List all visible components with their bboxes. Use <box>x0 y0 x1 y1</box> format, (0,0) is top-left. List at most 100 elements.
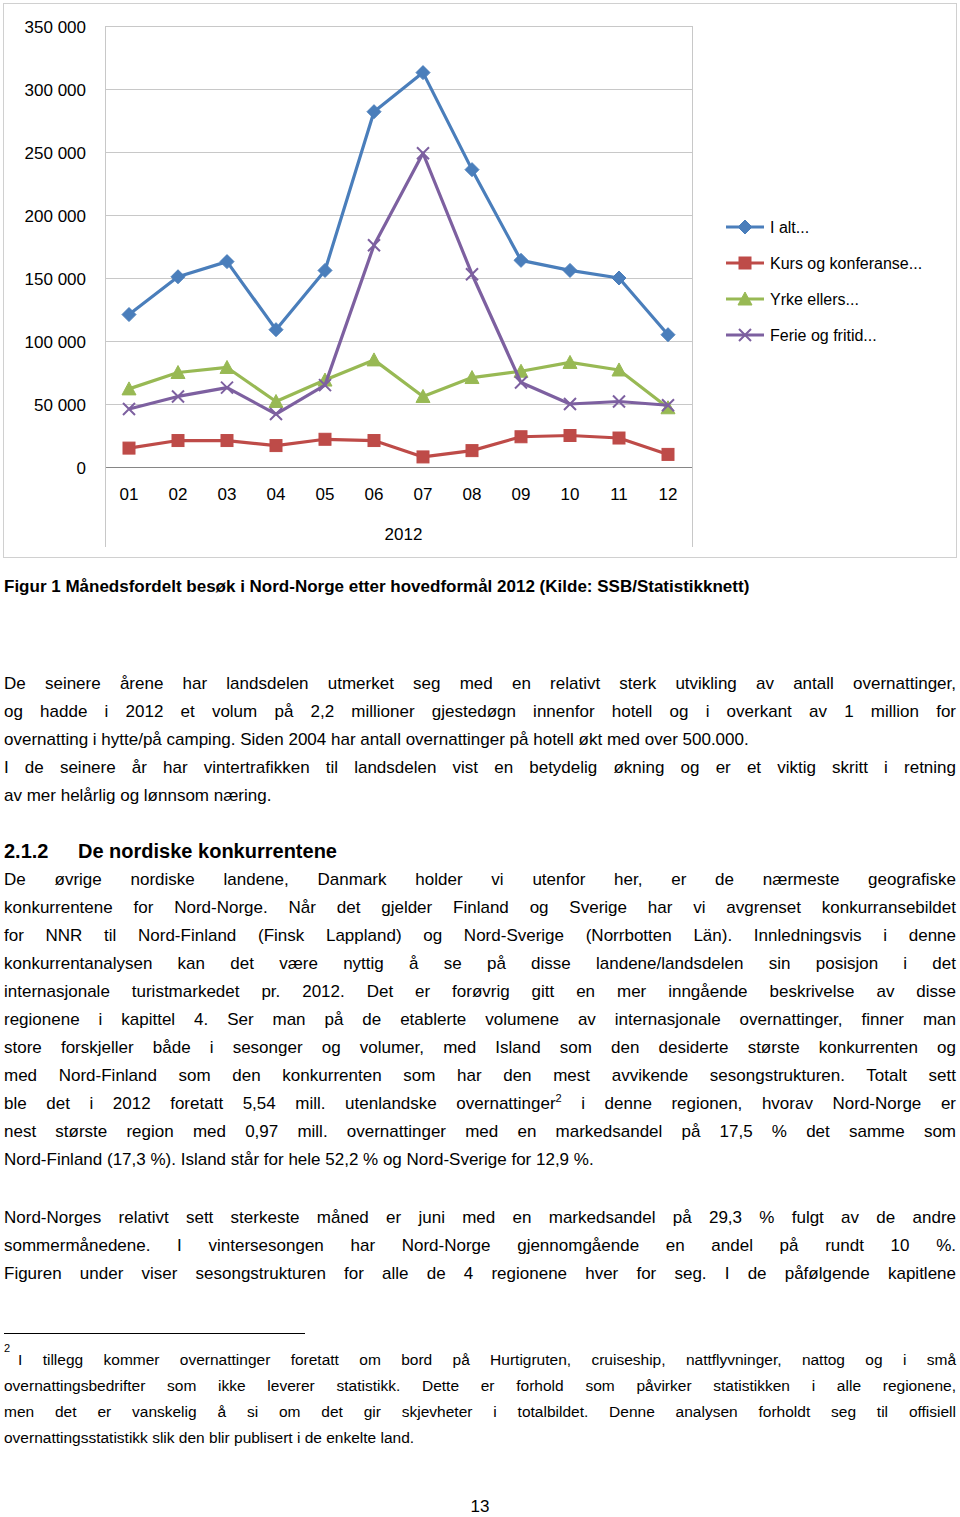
legend-label: Yrke ellers... <box>770 291 859 308</box>
point <box>564 398 576 410</box>
point <box>172 390 184 402</box>
point <box>368 435 380 447</box>
plot-area <box>122 66 675 463</box>
point <box>613 395 625 407</box>
point <box>465 371 479 384</box>
y-tick-label: 100 000 <box>25 333 86 352</box>
text-line: nest største region med 0,97 mill. overn… <box>4 1118 956 1146</box>
point <box>515 377 527 389</box>
grid-line <box>105 278 692 279</box>
chart: 050 000100 000150 000200 000250 000300 0… <box>0 0 960 562</box>
text-line: for NNR til Nord-Finland (Finsk Lappland… <box>4 922 956 950</box>
point <box>613 432 625 444</box>
legend-marker <box>739 329 751 341</box>
point <box>416 389 430 402</box>
x-tick-label: 01 <box>120 485 139 504</box>
grid-line <box>105 89 692 90</box>
text-line: sommermånedene. I vintersesongen har Nor… <box>4 1232 956 1260</box>
y-tick-label: 300 000 <box>25 81 86 100</box>
x-axis-label: 2012 <box>385 525 423 544</box>
text-line: ble det i 2012 foretatt 5,54 mill. utenl… <box>4 1090 956 1118</box>
point <box>269 323 283 337</box>
point <box>417 451 429 463</box>
point <box>564 430 576 442</box>
point <box>171 366 185 379</box>
legend: I alt...Kurs og konferanse...Yrke ellers… <box>726 219 922 344</box>
point <box>319 433 331 445</box>
point <box>221 435 233 447</box>
point <box>220 360 234 373</box>
footnote-line: I tillegg kommer overnattinger foretatt … <box>18 1347 956 1373</box>
text-line: store forskjeller både i sesonger og vol… <box>4 1034 956 1062</box>
line <box>129 436 668 457</box>
footnote-line: overnattingsbedrifter som ikke leverer s… <box>4 1373 956 1399</box>
point <box>514 253 528 267</box>
point <box>465 163 479 177</box>
point <box>367 353 381 366</box>
point <box>416 66 430 80</box>
y-tick-label: 200 000 <box>25 207 86 226</box>
text-line: konkurrentene for Nord-Norge. Når det gj… <box>4 894 956 922</box>
point <box>661 401 675 414</box>
point <box>172 435 184 447</box>
legend-label: I alt... <box>770 219 809 236</box>
text-line: internasjonale turistmarkedet pr. 2012. … <box>4 978 956 1006</box>
x-tick-label: 10 <box>561 485 580 504</box>
point <box>122 382 136 395</box>
point <box>221 382 233 394</box>
footnote-mark: 2 <box>4 1341 10 1355</box>
point <box>269 394 283 407</box>
point <box>563 355 577 368</box>
point <box>563 263 577 277</box>
y-tick-label: 50 000 <box>34 396 86 415</box>
series <box>123 430 674 463</box>
footnote-line: men det er vanskelig å si om det gir skj… <box>4 1399 956 1425</box>
legend-marker <box>739 257 751 269</box>
text-line: av mer helårlig og lønnsom næring. <box>4 782 956 810</box>
text-segment: ble det i 2012 foretatt 5,54 mill. utenl… <box>4 1094 556 1113</box>
footnote-line: overnattingsstatistikk slik den blir pub… <box>4 1425 956 1451</box>
x-tick-label: 09 <box>512 485 531 504</box>
point <box>661 328 675 342</box>
footnote-rule <box>4 1333 305 1334</box>
axis-line <box>692 26 693 547</box>
series <box>123 147 674 420</box>
point <box>466 268 478 280</box>
y-tick-label: 150 000 <box>25 270 86 289</box>
text-line: Nord-Norges relativt sett sterkeste måne… <box>4 1204 956 1232</box>
text-line: De øvrige nordiske landene, Danmark hold… <box>4 866 956 894</box>
x-tick-label: 02 <box>169 485 188 504</box>
point <box>318 263 332 277</box>
line <box>129 153 668 414</box>
grid-line <box>105 26 692 27</box>
point <box>319 379 331 391</box>
page-number: 13 <box>0 1494 960 1517</box>
heading-title: De nordiske konkurrentene <box>78 837 337 865</box>
line <box>129 360 668 408</box>
series <box>122 66 675 342</box>
x-tick-label: 11 <box>610 485 628 504</box>
y-tick-label: 250 000 <box>25 144 86 163</box>
legend-marker <box>738 292 752 305</box>
point <box>122 308 136 322</box>
point <box>662 448 674 460</box>
point <box>515 431 527 443</box>
text-line: med Nord-Finland som den konkurrenten so… <box>4 1062 956 1090</box>
grid-line <box>105 467 692 468</box>
text-line: regionene i kapittel 4. Ser man på de et… <box>4 1006 956 1034</box>
grid-line <box>105 341 692 342</box>
grid-line <box>105 215 692 216</box>
grid-line <box>105 152 692 153</box>
point <box>171 270 185 284</box>
point <box>368 239 380 251</box>
text-line: Nord-Finland (17,3 %). Island står for h… <box>4 1146 956 1174</box>
text-segment: 2 <box>556 1092 562 1104</box>
x-tick-label: 06 <box>365 485 384 504</box>
point <box>662 399 674 411</box>
point <box>466 445 478 457</box>
point <box>220 255 234 269</box>
x-tick-label: 05 <box>316 485 335 504</box>
figure-caption: Figur 1 Månedsfordelt besøk i Nord-Norge… <box>4 573 749 601</box>
legend-label: Ferie og fritid... <box>770 327 877 344</box>
grid-line <box>105 404 692 405</box>
